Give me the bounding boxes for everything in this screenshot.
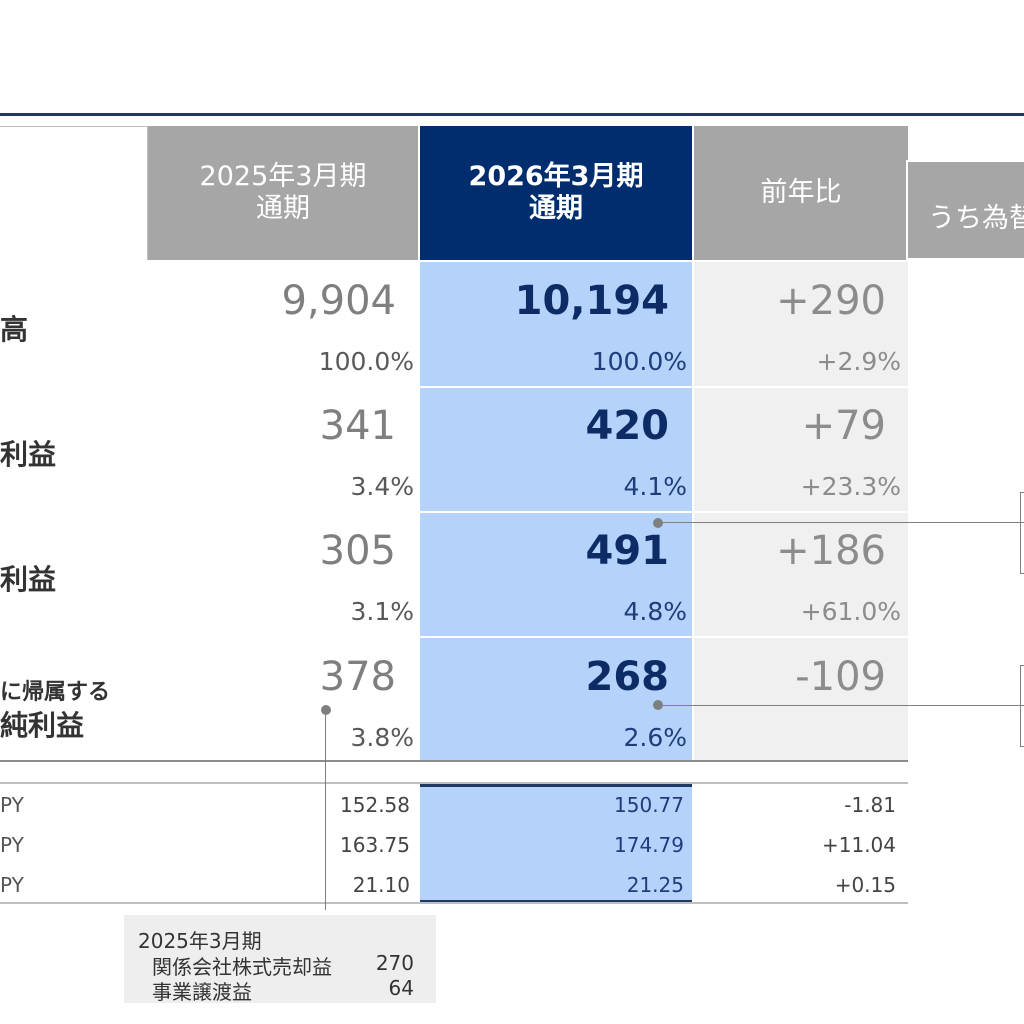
ordinary-profit-cur-pct: 4.8% (623, 597, 687, 626)
header-cur-period: 2026年3月期 通期 (420, 126, 692, 260)
header-prev-line1: 2025年3月期 (199, 160, 367, 192)
row-label-operating-profit: 利益 (0, 438, 57, 471)
fx-eur-prev: 163.75 (340, 833, 410, 857)
operating-profit-cur-pct: 4.1% (623, 472, 687, 501)
ordinary-profit-prev-pct: 3.1% (350, 597, 414, 626)
fx-top-rule (0, 782, 908, 784)
header-fx: うち為替 (906, 160, 1024, 260)
row-label-sales: 高 (0, 313, 29, 346)
operating-profit-yoy-pct: +23.3% (800, 472, 901, 501)
header-yoy: 前年比 (694, 126, 908, 260)
callout-dot-ordinary (653, 518, 663, 528)
net-income-prev: 378 (319, 654, 396, 700)
row-separator (420, 386, 908, 388)
note-item-value: 64 (388, 976, 414, 1000)
header-label-cell (0, 126, 148, 260)
header-yoy-label: 前年比 (760, 176, 842, 208)
sales-yoy: +290 (776, 278, 886, 324)
callout-dot-prev (321, 705, 331, 715)
operating-profit-prev-pct: 3.4% (350, 472, 414, 501)
fx-usd-cur: 150.77 (614, 793, 684, 817)
ordinary-profit-yoy-pct: +61.0% (800, 597, 901, 626)
sales-cur-pct: 100.0% (591, 347, 687, 376)
fx-current-column (420, 784, 692, 902)
row-label-ordinary-profit: 利益 (0, 563, 57, 596)
row-label-net-income-line1: に帰属する (0, 680, 111, 705)
note-box: 2025年3月期 関係会社株式売却益 270 事業譲渡益 64 (124, 915, 436, 1004)
ordinary-profit-yoy: +186 (776, 528, 886, 574)
row-separator (420, 511, 908, 513)
sales-yoy-pct: +2.9% (816, 347, 901, 376)
fx-label-cny: PY (0, 873, 24, 897)
table-divider (0, 760, 908, 762)
fx-cny-cur: 21.25 (626, 873, 684, 897)
sales-prev-pct: 100.0% (318, 347, 414, 376)
callout-line-ordinary (663, 522, 1024, 523)
callout-line-prev (325, 712, 326, 910)
header-fx-label: うち為替 (928, 203, 1024, 234)
net-income-prev-pct: 3.8% (350, 723, 414, 752)
note-title: 2025年3月期 (138, 929, 262, 953)
operating-profit-yoy: +79 (801, 403, 886, 449)
net-income-cur: 268 (585, 654, 670, 700)
operating-profit-prev: 341 (319, 403, 396, 449)
header-cur-line1: 2026年3月期 (468, 160, 644, 192)
header-prev-line2: 通期 (256, 193, 310, 224)
fx-label-eur: PY (0, 833, 24, 857)
row-separator (420, 636, 908, 638)
net-income-yoy: -109 (795, 654, 886, 700)
fx-bottom-rule (0, 902, 908, 904)
net-income-cur-pct: 2.6% (623, 723, 687, 752)
note-item-value: 270 (375, 951, 414, 975)
callout-bracket-top (1020, 492, 1024, 574)
fx-eur-yoy: +11.04 (821, 833, 896, 857)
fx-eur-cur: 174.79 (614, 833, 684, 857)
top-rule (0, 113, 1024, 116)
header-prev-period: 2025年3月期 通期 (148, 126, 418, 260)
header-cur-line2: 通期 (529, 193, 583, 224)
callout-dot-net (653, 700, 663, 710)
callout-line-net (663, 705, 1024, 706)
operating-profit-cur: 420 (585, 403, 670, 449)
note-item-label: 事業譲渡益 (152, 980, 252, 1004)
sales-prev: 9,904 (281, 278, 396, 324)
callout-bracket-bottom (1020, 665, 1024, 747)
fx-cny-prev: 21.10 (352, 873, 410, 897)
fx-usd-yoy: -1.81 (844, 793, 896, 817)
row-label-net-income-line2: 純利益 (0, 709, 85, 742)
ordinary-profit-cur: 491 (585, 528, 670, 574)
sales-cur: 10,194 (514, 278, 669, 324)
fx-label-usd: PY (0, 793, 24, 817)
fx-usd-prev: 152.58 (340, 793, 410, 817)
ordinary-profit-prev: 305 (319, 528, 396, 574)
fx-cny-yoy: +0.15 (834, 873, 896, 897)
note-item-label: 関係会社株式売却益 (152, 955, 332, 979)
